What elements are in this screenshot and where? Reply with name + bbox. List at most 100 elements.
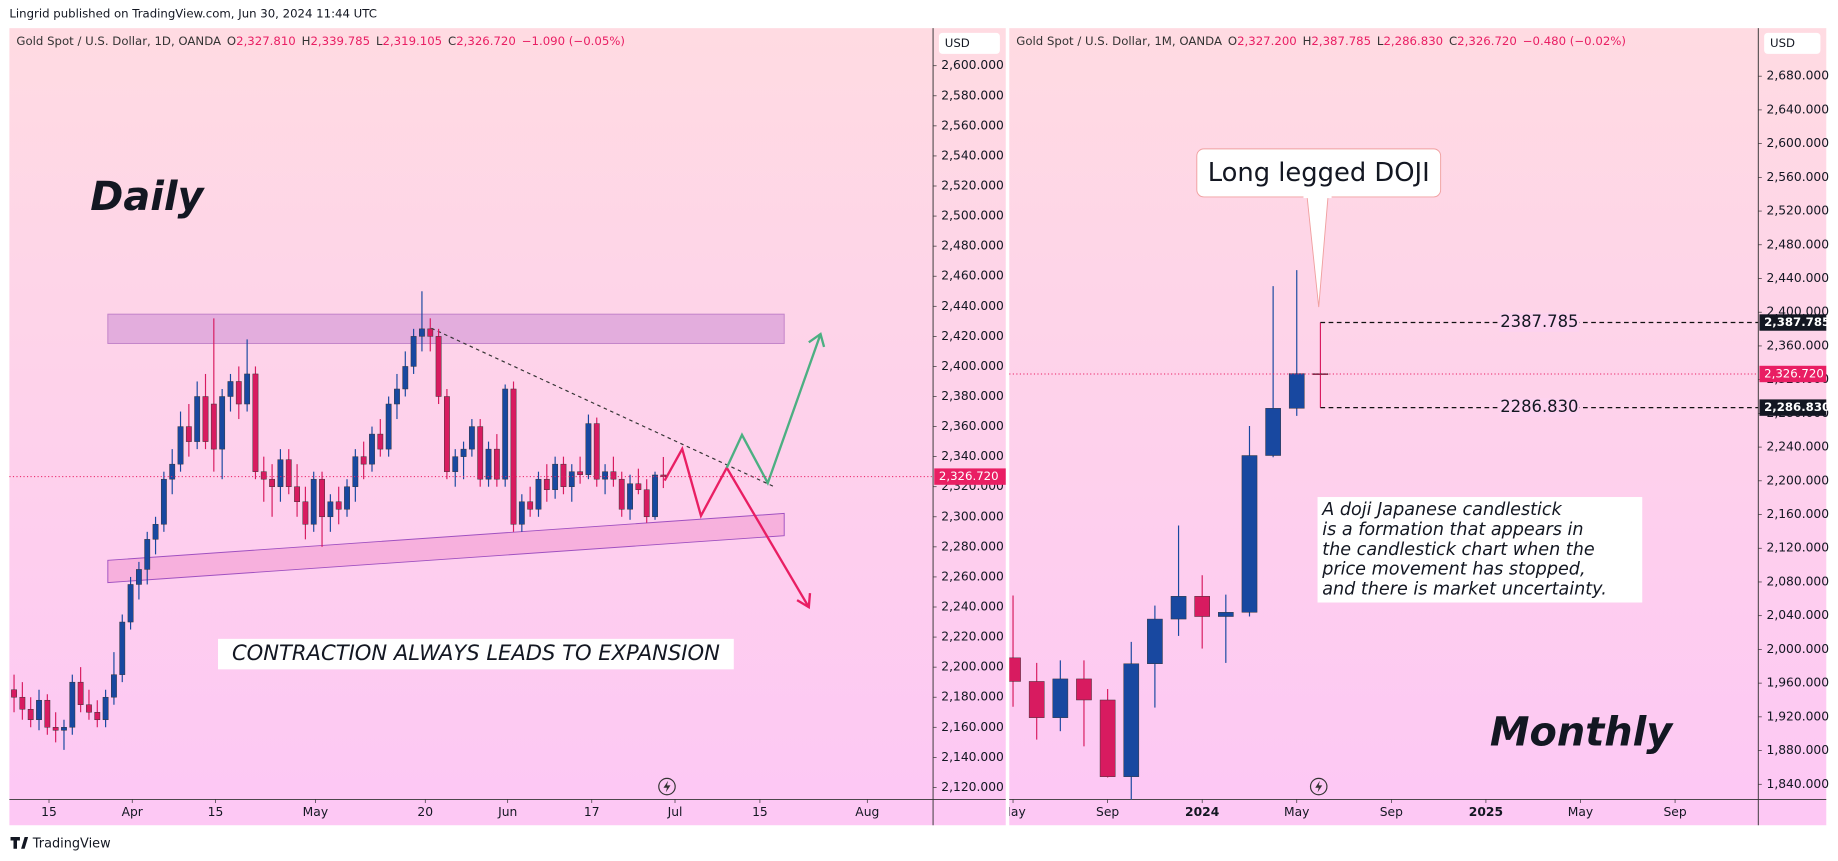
candle-body xyxy=(1265,408,1281,456)
candle-body xyxy=(460,448,467,457)
y-tick-label: 2,280.000 xyxy=(941,539,1004,553)
candle-body xyxy=(360,456,367,465)
last-price-box xyxy=(934,468,1006,485)
candle-body xyxy=(1147,618,1163,664)
y-tick-label: 1,920.000 xyxy=(1766,709,1829,723)
x-tick-label: 15 xyxy=(208,805,224,819)
y-tick-label: 2,540.000 xyxy=(941,148,1004,162)
candle-body xyxy=(252,373,259,472)
candle-body xyxy=(627,483,633,510)
resistance-zone xyxy=(107,313,785,344)
candle-body xyxy=(452,456,459,472)
y-tick-label: 2,120.000 xyxy=(941,780,1004,794)
candle-body xyxy=(543,478,550,490)
x-tick-label: 15 xyxy=(752,805,768,819)
candle-body xyxy=(610,471,617,480)
legend-value: 2,327.200 xyxy=(1237,34,1297,48)
candle-body xyxy=(185,426,192,442)
candle-body xyxy=(1123,663,1140,777)
x-axis-bg xyxy=(9,799,1006,826)
candle-body xyxy=(219,396,226,450)
candle-body xyxy=(618,478,625,510)
x-tick-label: Jul xyxy=(667,805,683,819)
candle-body xyxy=(260,471,267,480)
candle-body xyxy=(152,524,159,540)
event-icon xyxy=(658,777,676,796)
candle-body xyxy=(52,727,59,731)
y-tick-label: 2,600.000 xyxy=(1766,136,1829,150)
y-tick-label: 2,040.000 xyxy=(1766,608,1829,622)
y-tick-label: 2,160.000 xyxy=(1766,507,1829,521)
candle-body xyxy=(177,426,184,465)
axis-label-box xyxy=(1759,314,1827,331)
y-tick-label: 2,640.000 xyxy=(1766,102,1829,116)
candle-body xyxy=(435,336,442,397)
candle-body xyxy=(577,471,584,475)
candle-body xyxy=(119,621,126,675)
footer: TradingView xyxy=(32,837,111,852)
x-tick-label: 17 xyxy=(584,805,600,819)
x-tick-label: Aug xyxy=(855,805,879,819)
y-tick-label: 2,240.000 xyxy=(941,600,1004,614)
candle-body xyxy=(269,478,275,487)
monthly-drawings: Long legged DOJI Monthly xyxy=(1196,148,1674,796)
candle-body xyxy=(394,388,400,405)
x-tick-label: May xyxy=(303,805,328,819)
candle-body xyxy=(277,459,284,487)
candle-body xyxy=(36,699,42,721)
x-tick-label: 2024 xyxy=(1185,805,1219,819)
candle-body xyxy=(1194,596,1210,617)
legend: Gold Spot / U.S. Dollar, 1D, OANDA O2,327… xyxy=(16,34,625,48)
candles xyxy=(1009,270,1329,800)
arrow-head xyxy=(796,593,812,610)
candle-body xyxy=(77,681,84,705)
y-tick-label: 2,200.000 xyxy=(1766,473,1829,487)
candle-body xyxy=(377,433,384,450)
candle-body xyxy=(369,433,375,465)
candle-body xyxy=(11,689,17,698)
y-tick-label: 2,360.000 xyxy=(941,419,1004,433)
currency-box xyxy=(938,32,1000,54)
candle-body xyxy=(86,704,92,713)
y-tick-label: 2,520.000 xyxy=(1766,204,1829,218)
y-tick-label: 2,220.000 xyxy=(941,630,1004,644)
candle-body xyxy=(169,463,176,480)
plot-bg xyxy=(9,28,934,800)
chart-label: Daily xyxy=(90,174,205,220)
y-tick-label: 1,840.000 xyxy=(1766,777,1829,791)
candle-body xyxy=(61,727,67,731)
callout-joint xyxy=(1303,193,1332,199)
axis-label-box xyxy=(1759,399,1827,416)
y-tick-label: 2,240.000 xyxy=(1766,440,1829,454)
candle-body xyxy=(444,396,450,472)
candle-body xyxy=(327,501,334,518)
x-tick-label: Sep xyxy=(1663,805,1686,819)
note-box xyxy=(1317,497,1643,603)
y-tick-label: 2,560.000 xyxy=(1766,170,1829,184)
x-tick-label: Sep xyxy=(1096,805,1119,819)
candle-body xyxy=(19,696,26,710)
y-tick-label: 2,480.000 xyxy=(1766,237,1829,251)
candle-body xyxy=(502,388,509,480)
candle-body xyxy=(69,681,76,728)
candles xyxy=(11,291,667,750)
y-tick-label: 2,420.000 xyxy=(941,329,1004,343)
candle-body xyxy=(1009,657,1021,682)
candle-body xyxy=(402,366,409,390)
price-line-label-bg xyxy=(1499,313,1580,332)
support-zone xyxy=(107,512,785,584)
x-tick-label: 20 xyxy=(417,805,433,819)
y-tick-label: 2,560.000 xyxy=(941,118,1004,132)
candle-body xyxy=(585,423,592,475)
y-tick-label: 2,000.000 xyxy=(1766,642,1829,656)
legend-value: 2,326.720 xyxy=(456,34,516,48)
candle-body xyxy=(485,448,492,480)
candle-body xyxy=(643,489,650,518)
y-tick-label: 2,340.000 xyxy=(941,449,1004,463)
legend-key: L xyxy=(376,34,383,48)
x-tick-label: 2025 xyxy=(1469,805,1503,819)
note-line: and there is market uncertainty. xyxy=(1322,580,1607,600)
candle-body xyxy=(493,448,500,480)
